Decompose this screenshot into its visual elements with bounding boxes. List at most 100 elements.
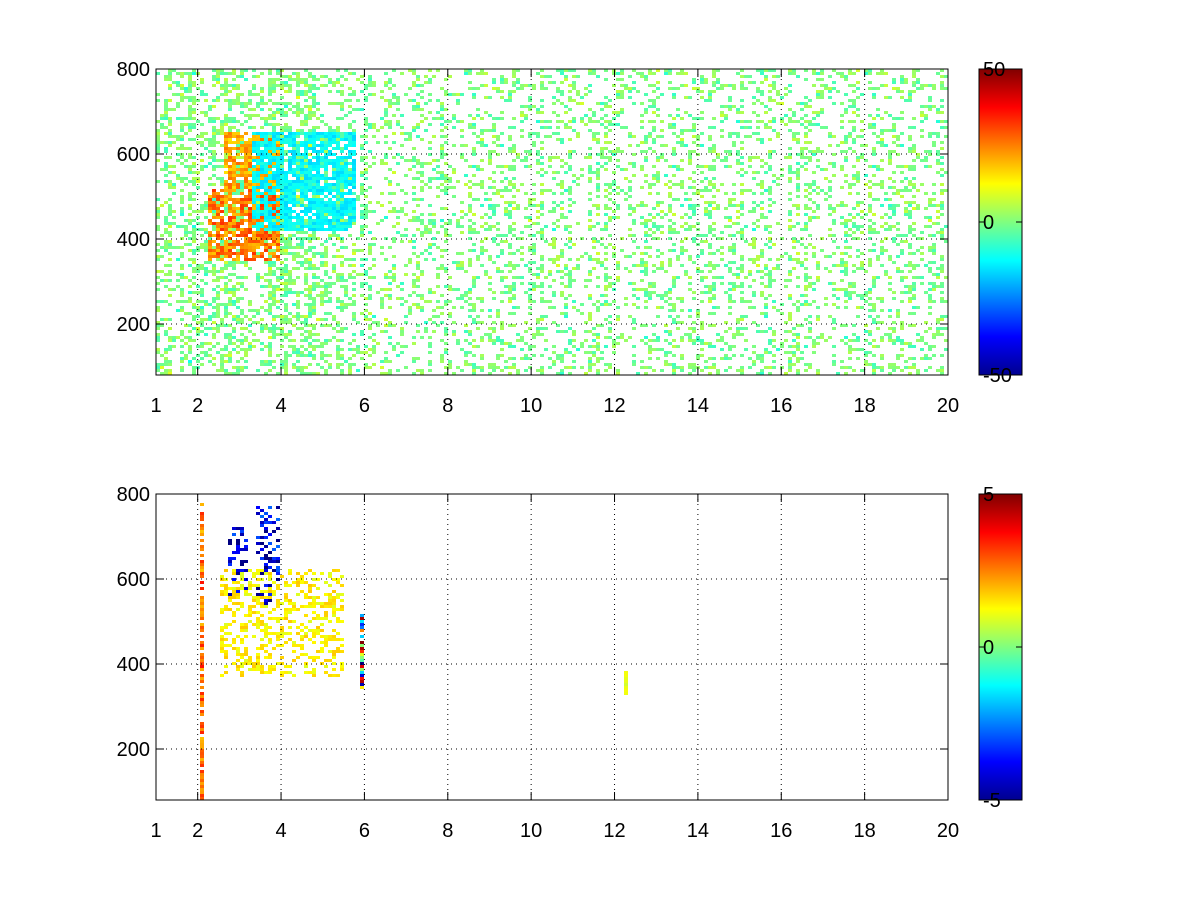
heatmap-cell (512, 288, 516, 291)
heatmap-cell (432, 117, 436, 120)
heatmap-cell (296, 231, 300, 234)
heatmap-cell (360, 225, 364, 228)
heatmap-cell (444, 120, 448, 123)
heatmap-cell (508, 168, 512, 171)
heatmap-cell (312, 111, 316, 114)
heatmap-cell (348, 162, 352, 165)
heatmap-cell (368, 297, 372, 300)
heatmap-cell (552, 222, 556, 225)
heatmap-cell (568, 366, 572, 369)
heatmap-cell (412, 285, 416, 288)
heatmap-cell (268, 174, 272, 177)
heatmap-cell (284, 213, 288, 216)
heatmap-cell (632, 222, 636, 225)
heatmap-cell (444, 372, 448, 375)
heatmap-cell (208, 231, 212, 234)
heatmap-cell (260, 165, 264, 168)
heatmap-cell (180, 291, 184, 294)
heatmap-cell (336, 249, 340, 252)
heatmap-cell (588, 192, 592, 195)
heatmap-cell (328, 153, 332, 156)
heatmap-cell (364, 345, 368, 348)
heatmap-cell (416, 285, 420, 288)
heatmap-cell (212, 207, 216, 210)
heatmap-cell (604, 300, 608, 303)
heatmap-cell (692, 327, 696, 330)
heatmap-cell (228, 177, 232, 180)
heatmap-cell (296, 327, 300, 330)
heatmap-cell (352, 288, 356, 291)
heatmap-cell (532, 336, 536, 339)
heatmap-cell (264, 360, 268, 363)
heatmap-cell (420, 186, 424, 189)
heatmap-cell (712, 168, 716, 171)
heatmap-cell (452, 114, 456, 117)
heatmap-cell (428, 246, 432, 249)
heatmap-cell (368, 354, 372, 357)
heatmap-cell (284, 279, 288, 282)
heatmap-cell (160, 204, 164, 207)
heatmap-cell (404, 345, 408, 348)
heatmap-cell (308, 87, 312, 90)
heatmap-cell (624, 87, 628, 90)
heatmap-cell (200, 144, 204, 147)
heatmap-cell (316, 345, 320, 348)
heatmap-cell (644, 342, 648, 345)
heatmap-cell (332, 234, 336, 237)
heatmap-cell (688, 288, 692, 291)
heatmap-cell (244, 156, 248, 159)
heatmap-cell (532, 285, 536, 288)
heatmap-cell (244, 351, 248, 354)
heatmap-cell (272, 81, 276, 84)
heatmap-cell (220, 243, 224, 246)
heatmap-cell (304, 303, 308, 306)
heatmap-cell (480, 69, 484, 72)
heatmap-cell (212, 270, 216, 273)
heatmap-cell (512, 90, 516, 93)
heatmap-cell (192, 228, 196, 231)
heatmap-cell (700, 348, 704, 351)
heatmap-cell (552, 171, 556, 174)
heatmap-cell (472, 345, 476, 348)
heatmap-cell (264, 141, 268, 144)
heatmap-cell (264, 327, 268, 330)
heatmap-cell (584, 156, 588, 159)
heatmap-cell (708, 210, 712, 213)
heatmap-cell (216, 231, 220, 234)
heatmap-cell (624, 84, 628, 87)
heatmap-cell (468, 81, 472, 84)
heatmap-cell (268, 171, 272, 174)
heatmap-cell (324, 159, 328, 162)
heatmap-cell (424, 231, 428, 234)
heatmap-cell (504, 264, 508, 267)
heatmap-cell (360, 234, 364, 237)
heatmap-cell (508, 261, 512, 264)
heatmap-cell (304, 141, 308, 144)
heatmap-cell (364, 315, 368, 318)
heatmap-cell (616, 315, 620, 318)
heatmap-cell (396, 96, 400, 99)
heatmap-cell (480, 240, 484, 243)
heatmap-cell (572, 330, 576, 333)
heatmap-cell (200, 324, 204, 327)
heatmap-cell (644, 138, 648, 141)
heatmap-cell (280, 270, 284, 273)
heatmap-cell (644, 180, 648, 183)
heatmap-cell (216, 165, 220, 168)
heatmap-cell (388, 123, 392, 126)
heatmap-cell (260, 150, 264, 153)
heatmap-cell (508, 99, 512, 102)
heatmap-cell (216, 201, 220, 204)
heatmap-cell (440, 129, 444, 132)
heatmap-cell (300, 165, 304, 168)
heatmap-cell (400, 144, 404, 147)
heatmap-cell (344, 180, 348, 183)
heatmap-cell (312, 252, 316, 255)
heatmap-cell (272, 210, 276, 213)
heatmap-cell (268, 162, 272, 165)
heatmap-cell (644, 336, 648, 339)
heatmap-cell (504, 186, 508, 189)
heatmap-cell (576, 267, 580, 270)
heatmap-cell (372, 156, 376, 159)
heatmap-cell (292, 279, 296, 282)
